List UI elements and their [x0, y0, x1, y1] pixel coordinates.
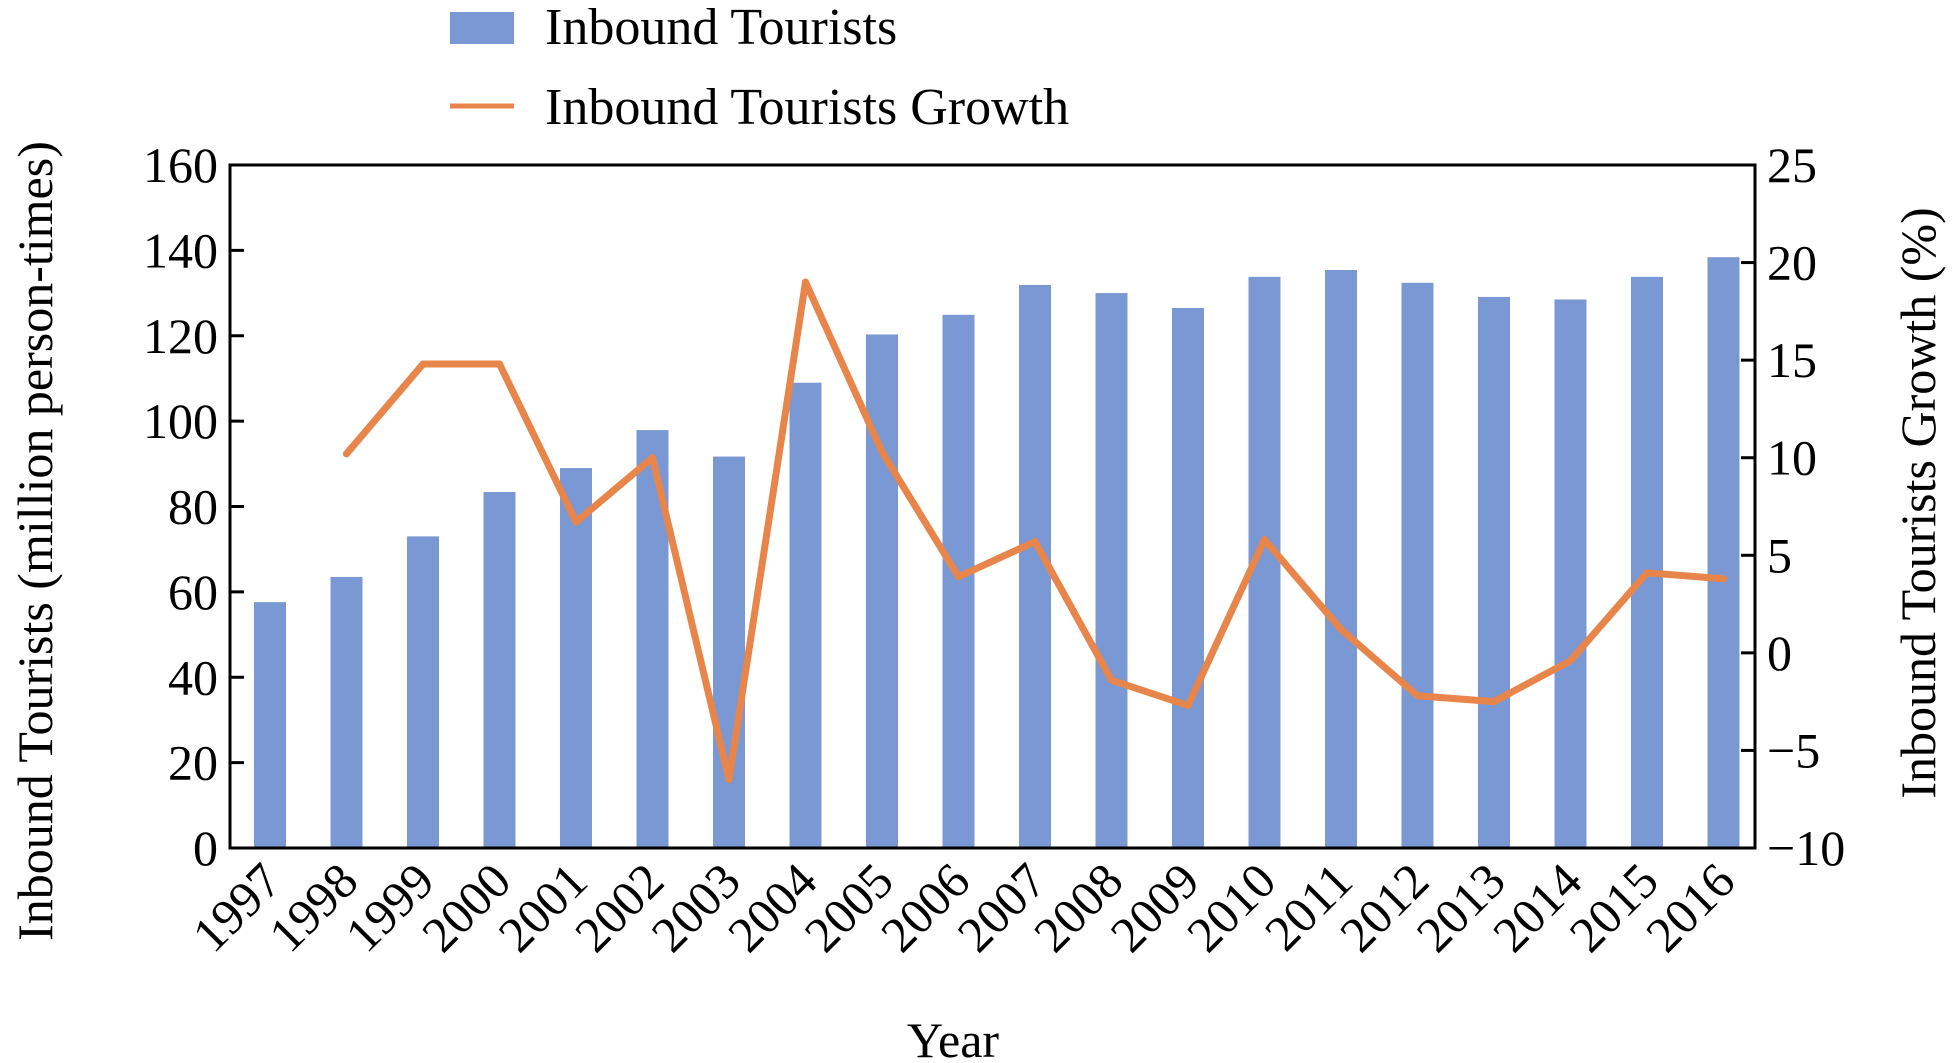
legend-label-inbound-tourists: Inbound Tourists: [545, 0, 897, 56]
bar-1997: [254, 602, 286, 848]
growth-point-2006: [955, 573, 962, 581]
bar-2012: [1401, 282, 1434, 848]
growth-point-2011: [1337, 625, 1345, 633]
growth-point-2005: [878, 448, 886, 456]
y2-axis-title: Inbound Tourists Growth (%): [1890, 207, 1946, 798]
legend-label-inbound-tourists-growth: Inbound Tourists Growth: [545, 79, 1069, 136]
bar-2001: [560, 468, 592, 848]
right-tick-label: 0: [1767, 625, 1792, 681]
growth-point-1998: [343, 450, 350, 458]
plot-frame: [228, 163, 1757, 850]
line-series-inbound-tourists-growth: [343, 278, 1727, 784]
bar-series-inbound-tourists: [254, 257, 1740, 849]
growth-point-2003: [725, 776, 733, 784]
bar-1999: [407, 536, 439, 848]
bar-2009: [1172, 308, 1204, 848]
bar-2013: [1478, 296, 1510, 848]
left-tick-label: 120: [143, 308, 218, 364]
bar-2005: [866, 334, 898, 848]
growth-point-2002: [649, 454, 656, 462]
legend-swatch-inbound-tourists: [450, 12, 514, 44]
x-tick-label: 2016: [1635, 852, 1745, 962]
left-tick-label: 20: [168, 735, 218, 791]
left-tick-label: 80: [168, 479, 218, 535]
left-tick-label: 140: [143, 222, 218, 278]
growth-point-1999: [419, 360, 427, 368]
growth-point-2012: [1414, 692, 1421, 700]
right-tick-label: −5: [1767, 722, 1820, 778]
x-axis: 1997199819992000200120022003200420052006…: [181, 852, 1745, 962]
growth-point-2000: [496, 360, 503, 368]
bar-1998: [330, 576, 363, 848]
growth-point-2010: [1261, 536, 1268, 544]
right-y-axis: −10 −5 0 5 10 15 20 25: [1741, 137, 1845, 876]
left-tick-label: 160: [143, 137, 218, 193]
bar-2014: [1554, 299, 1587, 848]
growth-point-2001: [572, 518, 580, 526]
bar-2000: [483, 491, 516, 848]
bar-2015: [1631, 276, 1663, 848]
left-tick-label: 40: [168, 649, 218, 705]
left-tick-label: 100: [143, 393, 218, 449]
right-tick-label: 25: [1767, 137, 1817, 193]
right-tick-label: 10: [1767, 430, 1817, 486]
bar-2006: [942, 314, 975, 848]
growth-point-2014: [1567, 657, 1574, 665]
growth-point-2007: [1031, 538, 1039, 546]
growth-point-2009: [1184, 702, 1192, 710]
right-tick-label: 5: [1767, 527, 1792, 583]
left-tick-label: 0: [193, 820, 218, 876]
x-axis-title: Year: [907, 1012, 999, 1063]
bar-2008: [1095, 293, 1128, 848]
left-tick-label: 60: [168, 564, 218, 620]
bar-2016: [1707, 257, 1740, 849]
legend: Inbound Tourists Inbound Tourists Growth: [450, 0, 1069, 136]
growth-point-2016: [1720, 575, 1727, 583]
left-y-axis: 0 20 40 60 80 100 120 140 160: [143, 137, 244, 876]
y-axis-title: Inbound Tourists (million person-times): [7, 141, 63, 941]
growth-point-2013: [1490, 698, 1498, 706]
growth-point-2008: [1108, 676, 1115, 684]
bar-2003: [713, 456, 745, 848]
right-tick-label: 20: [1767, 235, 1817, 291]
right-tick-label: −10: [1767, 820, 1845, 876]
bar-2004: [789, 382, 822, 848]
growth-point-2015: [1643, 569, 1651, 577]
growth-point-2004: [802, 278, 809, 286]
bar-2011: [1325, 270, 1357, 849]
right-tick-label: 15: [1767, 332, 1817, 388]
